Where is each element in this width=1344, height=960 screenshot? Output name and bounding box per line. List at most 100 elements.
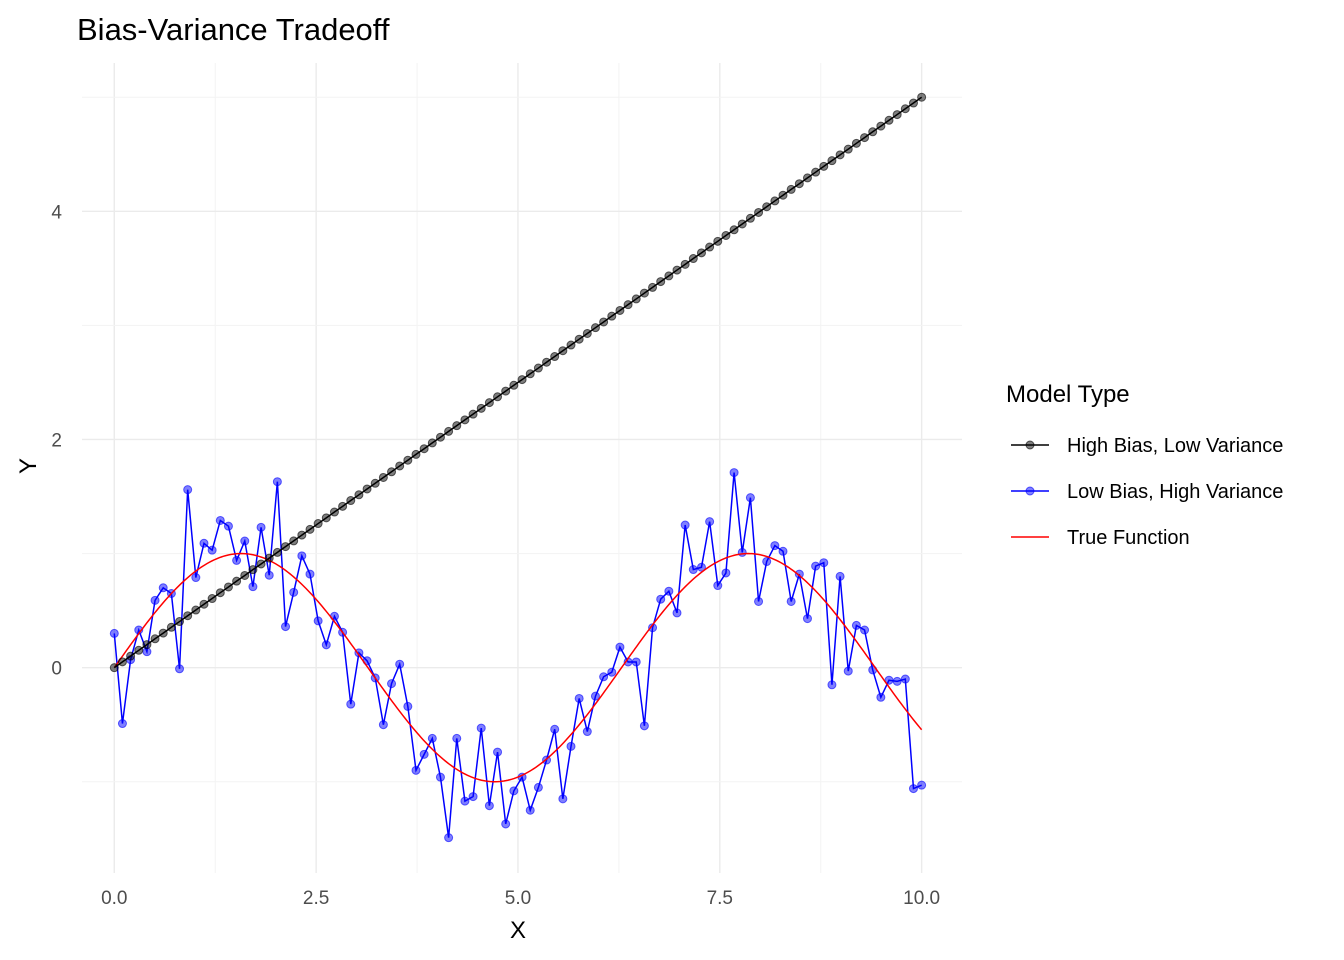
- point-high-bias: [843, 144, 853, 154]
- point-high-bias: [395, 461, 405, 471]
- point-high-bias: [713, 236, 723, 246]
- point-high-bias: [623, 300, 633, 310]
- point-low-bias: [313, 616, 323, 626]
- point-high-bias: [908, 98, 918, 108]
- point-high-bias: [109, 663, 119, 673]
- point-low-bias: [411, 765, 421, 775]
- point-high-bias: [493, 392, 503, 402]
- series-line-true-function: [113, 552, 923, 783]
- point-low-bias: [566, 741, 576, 751]
- point-low-bias: [680, 520, 690, 530]
- point-high-bias: [329, 507, 339, 517]
- point-high-bias: [150, 634, 160, 644]
- point-low-bias: [696, 562, 706, 572]
- point-low-bias: [729, 468, 739, 478]
- point-low-bias: [109, 628, 119, 638]
- point-low-bias: [599, 672, 609, 682]
- point-high-bias: [558, 346, 568, 356]
- point-high-bias: [582, 328, 592, 338]
- tick-labels: 0.0 2.5 5.0 7.5 10.0 0 2 4: [51, 202, 940, 909]
- point-low-bias: [305, 569, 315, 579]
- point-high-bias: [313, 519, 323, 529]
- point-low-bias: [199, 538, 209, 548]
- point-low-bias: [558, 794, 568, 804]
- point-low-bias: [533, 782, 543, 792]
- point-low-bias: [819, 558, 829, 568]
- point-low-bias: [574, 693, 584, 703]
- point-high-bias: [729, 225, 739, 235]
- point-high-bias: [884, 115, 894, 125]
- point-low-bias: [590, 691, 600, 701]
- point-low-bias: [664, 586, 674, 596]
- point-high-bias: [142, 640, 152, 650]
- point-high-bias: [754, 207, 764, 217]
- point-low-bias: [811, 561, 821, 571]
- point-high-bias: [664, 271, 674, 281]
- x-tick-label: 5.0: [505, 888, 531, 909]
- point-low-bias: [272, 477, 282, 487]
- point-low-bias: [721, 568, 731, 578]
- series-layer: [109, 92, 927, 843]
- point-low-bias: [484, 801, 494, 811]
- point-low-bias: [215, 515, 225, 525]
- point-low-bias: [289, 587, 299, 597]
- point-high-bias: [484, 398, 494, 408]
- point-low-bias: [452, 733, 462, 743]
- point-high-bias: [533, 363, 543, 373]
- point-low-bias: [615, 642, 625, 652]
- point-high-bias: [207, 594, 217, 604]
- point-low-bias: [770, 541, 780, 551]
- point-low-bias: [150, 595, 160, 605]
- point-high-bias: [476, 403, 486, 413]
- point-high-bias: [590, 323, 600, 333]
- point-high-bias: [868, 127, 878, 137]
- point-high-bias: [525, 369, 535, 379]
- point-low-bias: [232, 555, 242, 565]
- point-high-bias: [370, 478, 380, 488]
- point-high-bias: [509, 380, 519, 390]
- point-high-bias: [860, 133, 870, 143]
- legend: Model Type High Bias, Low Variance Low Bi…: [1006, 381, 1283, 549]
- point-high-bias: [232, 576, 242, 586]
- point-high-bias: [811, 167, 821, 177]
- point-low-bias: [264, 570, 274, 580]
- point-low-bias: [835, 571, 845, 581]
- point-high-bias: [770, 196, 780, 206]
- point-high-bias: [501, 386, 511, 396]
- point-high-bias: [378, 472, 388, 482]
- point-low-bias: [460, 796, 470, 806]
- point-high-bias: [876, 121, 886, 131]
- point-high-bias: [672, 265, 682, 275]
- legend-title: Model Type: [1006, 381, 1130, 408]
- point-high-bias: [321, 513, 331, 523]
- point-low-bias: [223, 521, 233, 531]
- point-low-bias: [427, 733, 437, 743]
- point-low-bias: [672, 608, 682, 618]
- point-high-bias: [272, 547, 282, 557]
- point-high-bias: [851, 138, 861, 148]
- point-low-bias: [444, 833, 454, 843]
- point-low-bias: [281, 622, 291, 632]
- x-tick-label: 10.0: [903, 888, 940, 909]
- point-high-bias: [900, 104, 910, 114]
- point-low-bias: [917, 780, 927, 790]
- point-high-bias: [762, 202, 772, 212]
- point-high-bias: [615, 305, 625, 315]
- point-high-bias: [599, 317, 609, 327]
- series-line-high-bias: [113, 96, 923, 669]
- point-low-bias: [550, 724, 560, 734]
- point-high-bias: [411, 449, 421, 459]
- point-high-bias: [387, 467, 397, 477]
- x-tick-label: 7.5: [707, 888, 733, 909]
- legend-label: High Bias, Low Variance: [1067, 435, 1283, 457]
- y-tick-label: 2: [51, 430, 62, 451]
- point-high-bias: [305, 524, 315, 534]
- point-low-bias: [256, 522, 266, 532]
- point-high-bias: [419, 444, 429, 454]
- point-high-bias: [917, 92, 927, 102]
- point-low-bias: [688, 565, 698, 575]
- point-high-bias: [240, 570, 250, 580]
- point-low-bias: [297, 551, 307, 561]
- point-high-bias: [183, 611, 193, 621]
